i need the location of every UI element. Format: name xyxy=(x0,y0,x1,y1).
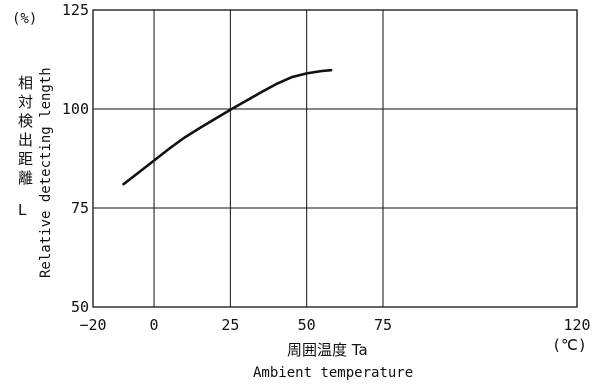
y-tick-label: 50 xyxy=(71,298,89,316)
x-unit-label: (℃) xyxy=(552,336,587,354)
grid xyxy=(92,9,578,308)
y-axis-label-jp: 相対検出距離 L xyxy=(18,74,33,219)
y-tick-label: 75 xyxy=(71,199,89,217)
y-unit-label: (%) xyxy=(12,11,37,27)
x-axis-label: Ambient temperature xyxy=(253,365,413,381)
x-tick-label: 120 xyxy=(563,316,590,334)
series-layer xyxy=(122,68,333,186)
plot-frame xyxy=(92,9,578,308)
series-line xyxy=(122,68,333,186)
x-axis-label-jp: 周囲温度 Ta xyxy=(287,341,368,359)
x-tick-label: 50 xyxy=(298,316,316,334)
x-tick-label: 0 xyxy=(150,316,159,334)
y-tick-label: 125 xyxy=(62,1,89,19)
x-tick-label: 25 xyxy=(221,316,239,334)
y-tick-label: 100 xyxy=(62,100,89,118)
x-tick-label: −20 xyxy=(79,316,106,334)
y-axis-label: Relative detecting length xyxy=(38,67,54,278)
x-tick-label: 75 xyxy=(374,316,392,334)
